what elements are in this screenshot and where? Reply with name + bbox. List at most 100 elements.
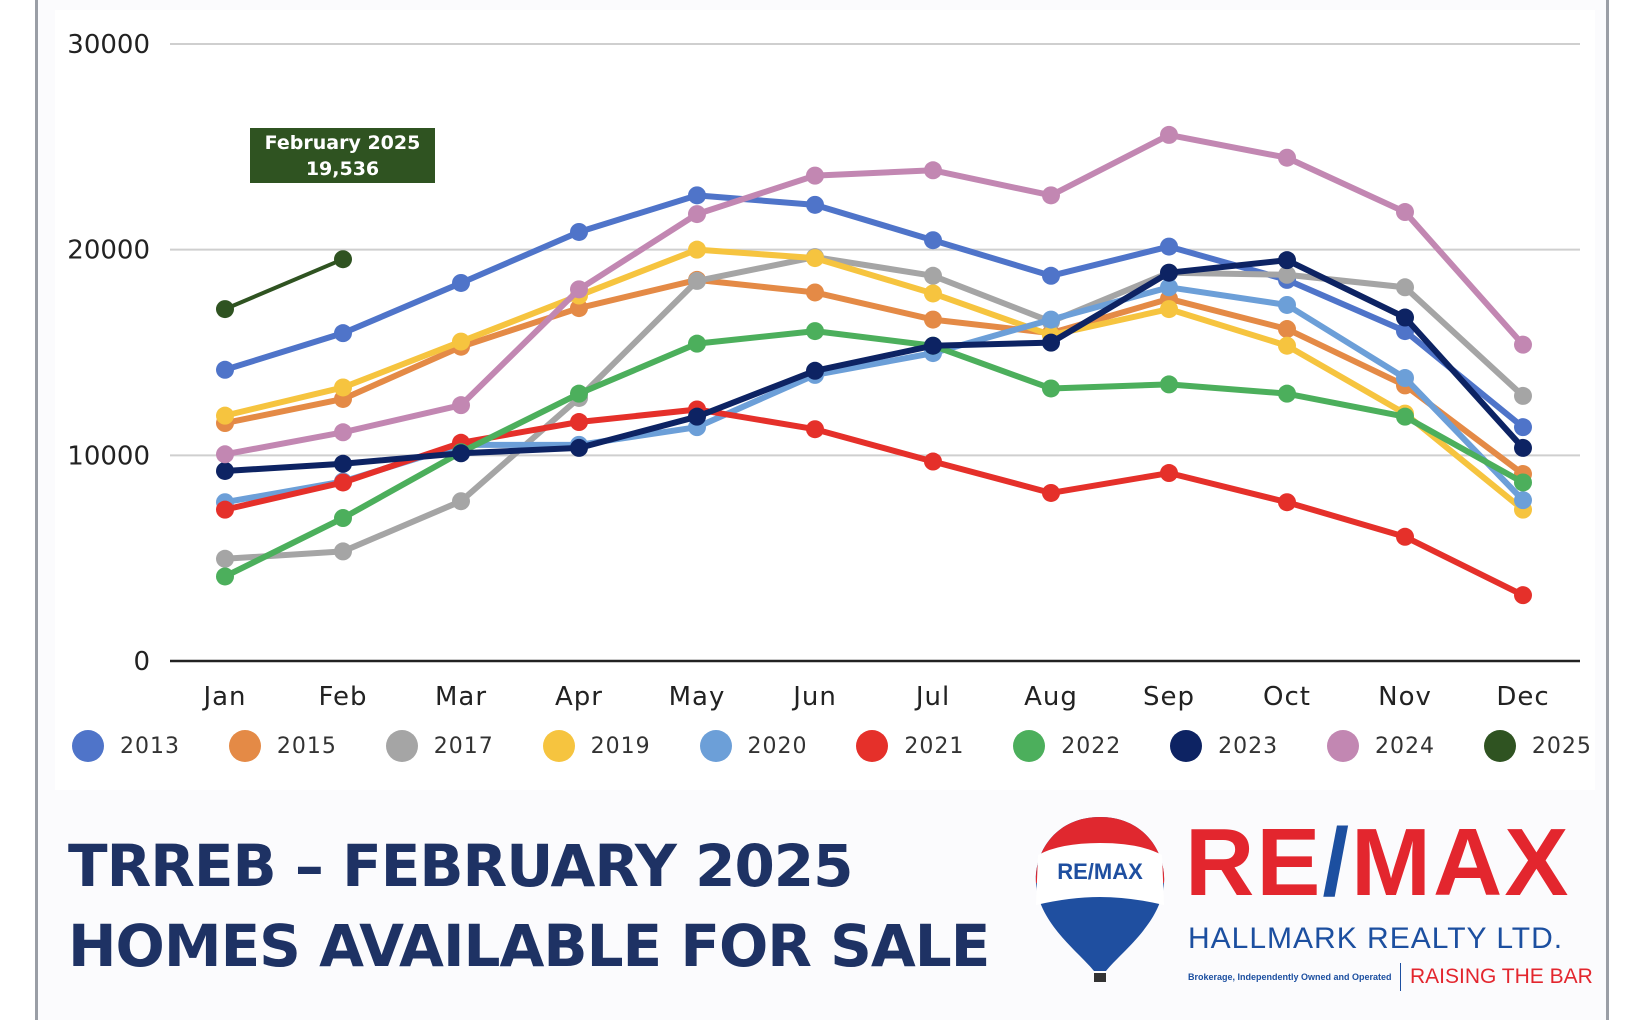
series-line-2015 [224, 276, 1525, 477]
y-tick-label: 20000 [67, 236, 150, 266]
legend-item-2021: 2021 [856, 730, 964, 762]
legend-item-2023: 2023 [1170, 730, 1278, 762]
balloon-icon: RE/MAX [1035, 817, 1165, 982]
data-point-2021 [1160, 464, 1178, 483]
data-point-2023 [1278, 251, 1296, 270]
data-point-2021 [1042, 483, 1060, 502]
x-tick-label: Mar [435, 682, 487, 712]
data-point-2021 [1278, 493, 1296, 512]
x-tick-label: Aug [1024, 682, 1078, 712]
data-point-2022 [806, 322, 824, 341]
data-point-2024 [1042, 186, 1060, 205]
data-point-2024 [806, 166, 824, 185]
data-point-2015 [570, 299, 588, 318]
data-point-2019 [452, 332, 470, 351]
data-point-2013 [1160, 237, 1178, 256]
data-point-2020 [1396, 369, 1414, 388]
legend-item-2022: 2022 [1013, 730, 1121, 762]
legend-label: 2013 [120, 733, 180, 759]
data-point-2021 [1514, 586, 1532, 605]
x-tick-label: Apr [555, 682, 603, 712]
data-point-2013 [452, 273, 470, 292]
data-point-2021 [216, 500, 234, 519]
legend-swatch [1327, 730, 1359, 762]
x-tick-label: Jul [914, 682, 950, 712]
brand-max: MAX [1351, 809, 1571, 916]
data-point-2019 [1160, 300, 1178, 319]
data-point-2013 [216, 360, 234, 379]
legend-swatch [1013, 730, 1046, 762]
brand-wordmark: RE/MAX [1185, 815, 1570, 911]
data-point-2023 [688, 407, 706, 426]
data-point-2017 [1396, 278, 1414, 297]
data-point-2019 [924, 284, 942, 303]
series-line-2020 [224, 284, 1526, 506]
data-point-2021 [806, 420, 824, 439]
legend-item-2020: 2020 [699, 730, 808, 762]
data-point-2023 [1396, 308, 1414, 327]
y-tick-label: 30000 [67, 30, 150, 60]
data-point-2022 [1278, 384, 1296, 403]
data-point-2015 [806, 283, 824, 302]
legend-item-2013: 2013 [72, 730, 180, 762]
line-chart: 0 10000 20000 30000 Jan Feb Mar Apr May Jun Jul Aug… [67, 30, 1580, 712]
data-point-2023 [334, 454, 352, 473]
x-tick-label: May [669, 682, 726, 712]
data-point-2025 [216, 300, 234, 319]
data-point-2015 [1278, 320, 1296, 339]
legend-label: 2023 [1218, 733, 1279, 759]
data-point-2021 [570, 413, 588, 432]
legend-label: 2025 [1531, 733, 1592, 759]
data-point-2021 [1396, 527, 1414, 546]
data-point-2013 [1042, 266, 1060, 285]
data-point-2015 [924, 310, 942, 329]
data-point-2013 [570, 222, 588, 241]
legend-swatch [385, 730, 418, 762]
data-point-2019 [216, 406, 234, 425]
series-line-2019 [224, 246, 1525, 512]
brand-tagline: RAISING THE BAR [1410, 965, 1593, 988]
x-tick-label: Nov [1378, 682, 1432, 712]
legend-item-2017: 2017 [385, 730, 494, 762]
brand-re: RE [1185, 809, 1323, 916]
legend-label: 2017 [433, 733, 494, 759]
data-point-2019 [334, 378, 352, 397]
legend-label: 2020 [747, 733, 808, 759]
data-point-2020 [1514, 491, 1532, 510]
data-point-2020 [1278, 295, 1296, 314]
data-point-2023 [1042, 333, 1060, 352]
data-point-2013 [334, 324, 352, 343]
x-tick-label: Jun [791, 682, 837, 712]
data-point-2024 [1160, 125, 1178, 144]
legend-swatch [1483, 730, 1516, 762]
data-point-2024 [570, 280, 588, 299]
x-tick-label: Dec [1496, 682, 1549, 712]
data-point-2022 [570, 384, 588, 403]
legend-swatch [1170, 730, 1203, 762]
legend-label: 2019 [590, 733, 651, 759]
annotation-label: February 2025 [264, 132, 421, 154]
data-point-2024 [688, 205, 706, 224]
data-point-2017 [688, 271, 706, 290]
data-point-2024 [216, 445, 234, 464]
legend-label: 2024 [1375, 733, 1435, 759]
data-point-2023 [806, 361, 824, 380]
data-point-2017 [1514, 386, 1532, 405]
remax-logo: RE/MAX RE/MAX HALLMARK REALTY LTD. Broke… [1030, 815, 1610, 995]
legend-label: 2021 [904, 733, 965, 759]
series-line-2025 [224, 257, 344, 311]
data-point-2022 [334, 509, 352, 528]
data-point-2023 [570, 438, 588, 457]
data-point-2021 [334, 473, 352, 492]
x-tick-label: Sep [1143, 682, 1195, 712]
series-line-2023 [224, 257, 1526, 474]
data-point-2024 [1278, 148, 1296, 167]
series-line-2017 [224, 254, 1526, 562]
data-point-2023 [1160, 263, 1178, 282]
brand-divider [1400, 963, 1401, 991]
data-point-2022 [1160, 375, 1178, 394]
series-line-2021 [224, 406, 1525, 598]
legend-item-2019: 2019 [542, 730, 651, 762]
data-point-2020 [1042, 310, 1060, 329]
chart-annotation: February 2025 19,536 [250, 128, 435, 183]
